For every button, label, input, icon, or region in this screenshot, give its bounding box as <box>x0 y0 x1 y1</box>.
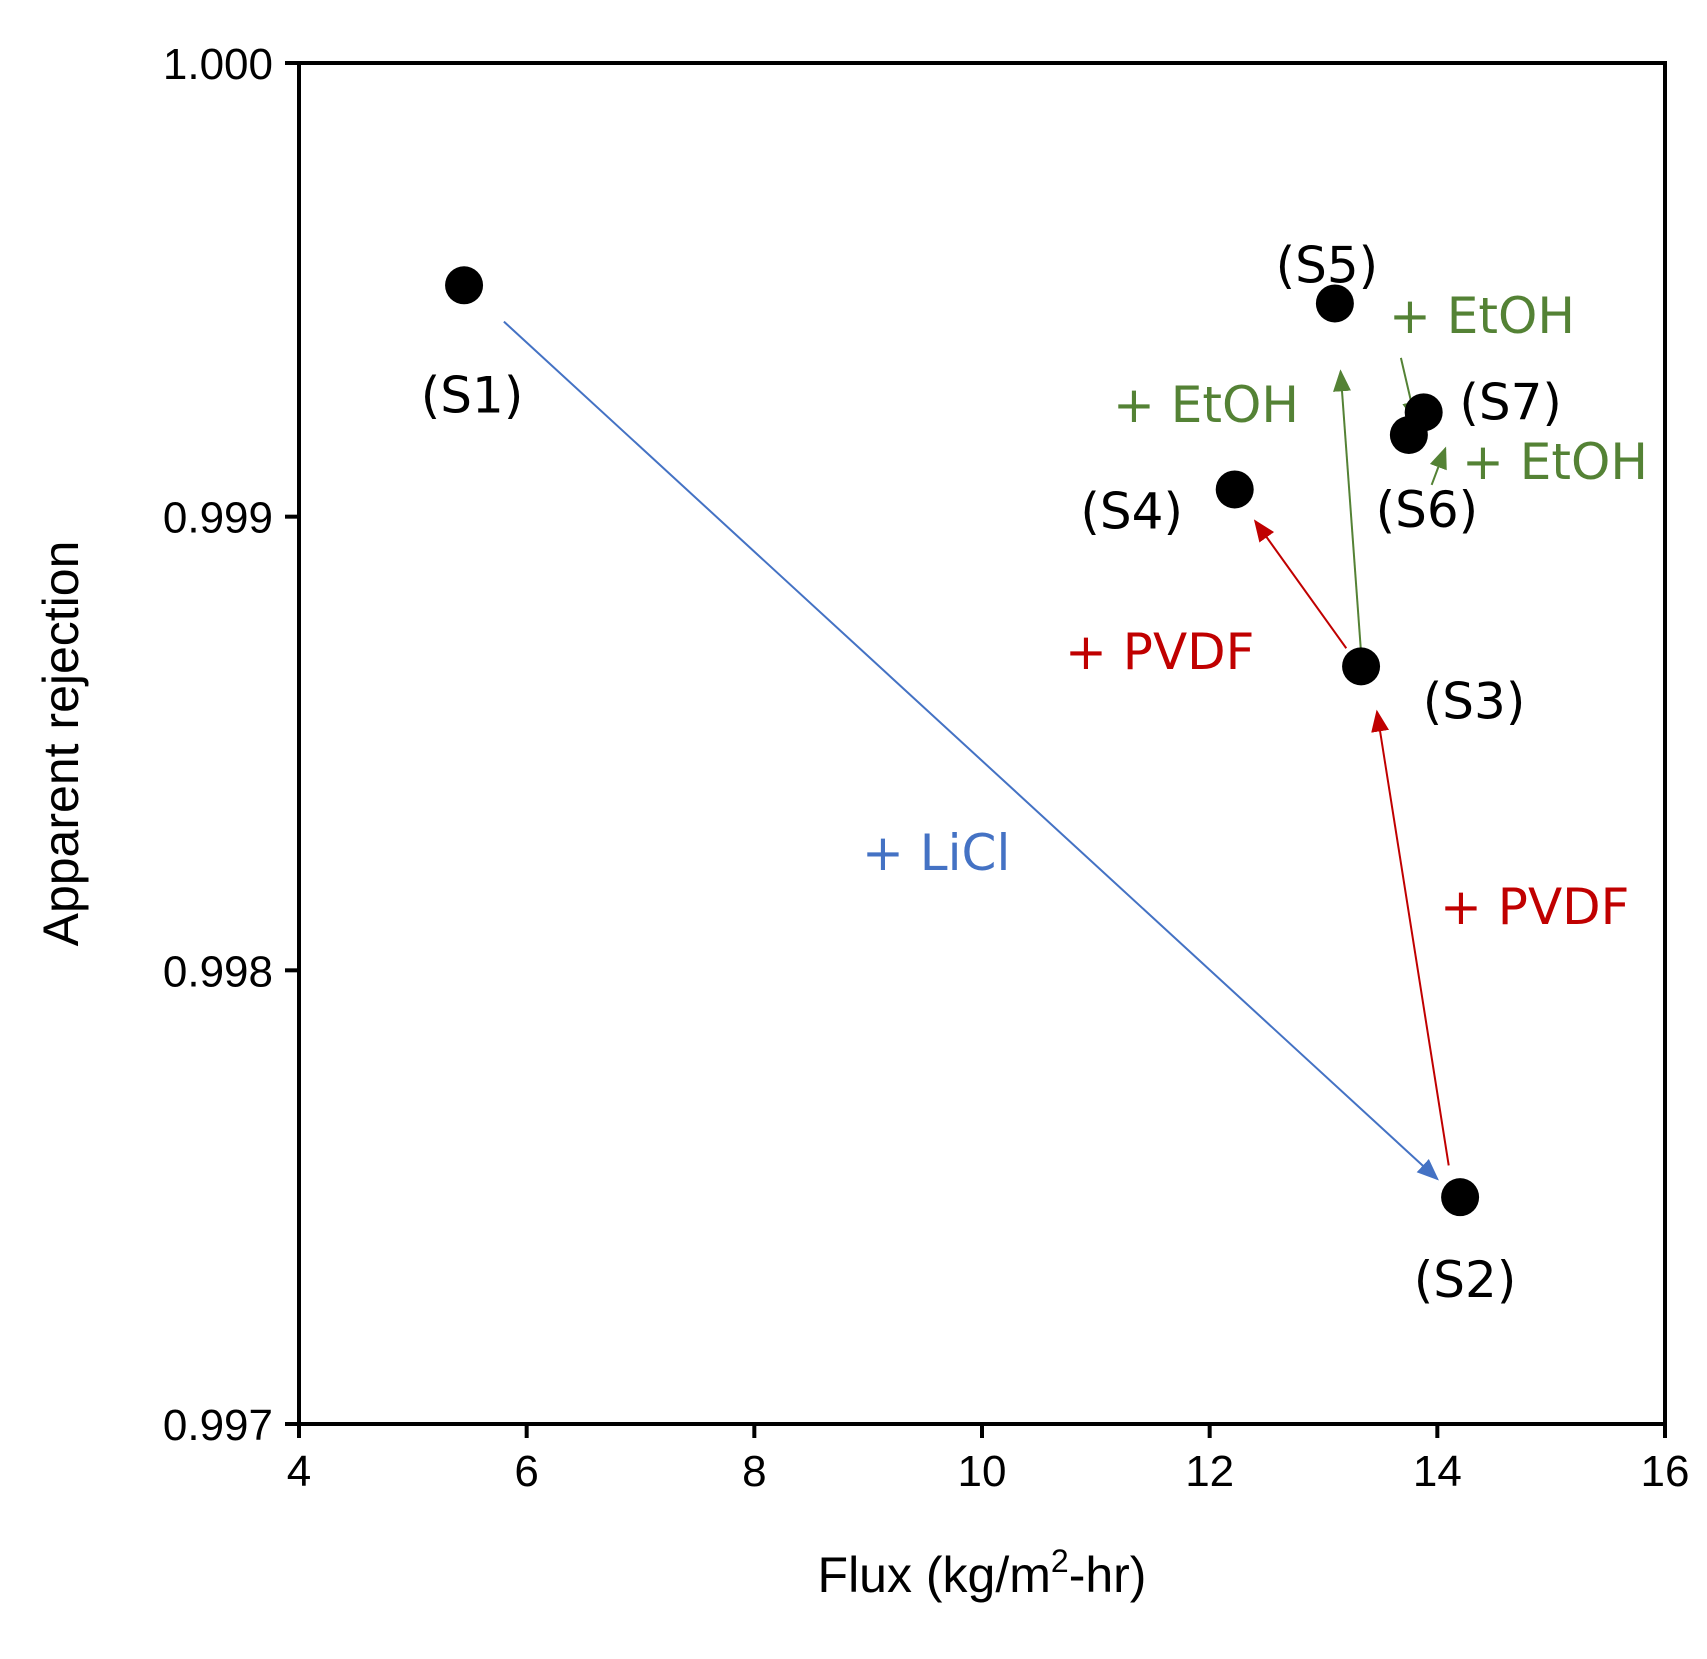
annotation-label: + LiCl <box>862 824 1010 882</box>
data-point <box>1215 470 1254 509</box>
x-tick-label: 4 <box>287 1447 311 1496</box>
data-point <box>1441 1178 1480 1217</box>
point-label: (S2) <box>1414 1251 1517 1309</box>
annotation-label: + PVDF <box>1065 623 1254 681</box>
plot-frame <box>297 61 1667 1426</box>
point-label: (S1) <box>421 366 524 424</box>
arrow-annotation <box>1429 446 1447 486</box>
x-tick-label: 14 <box>1413 1447 1462 1496</box>
arrow-annotation <box>503 320 1439 1181</box>
point-label: (S3) <box>1423 672 1526 730</box>
x-tick-label: 12 <box>1185 1447 1234 1496</box>
data-point <box>1404 393 1443 432</box>
point-label: (S7) <box>1459 373 1562 431</box>
x-axis-title: Flux (kg/m2-hr) <box>818 1543 1147 1603</box>
data-point <box>445 266 484 305</box>
annotation-label: + EtOH <box>1389 287 1575 345</box>
y-axis-title: Apparent rejection <box>33 541 89 947</box>
x-tick-label: 6 <box>514 1447 538 1496</box>
data-point <box>1315 284 1354 323</box>
x-tick-label: 16 <box>1641 1447 1690 1496</box>
annotation-label: + PVDF <box>1440 878 1629 936</box>
y-tick-label: 0.998 <box>163 947 273 996</box>
point-label: (S4) <box>1080 482 1183 540</box>
y-tick-label: 0.999 <box>163 494 273 543</box>
annotation-label: + EtOH <box>1462 433 1648 491</box>
x-tick-label: 8 <box>742 1447 766 1496</box>
arrow-annotation <box>1371 709 1450 1166</box>
annotation-label: + EtOH <box>1113 376 1299 434</box>
y-tick-label: 0.997 <box>163 1401 273 1450</box>
data-point <box>1342 647 1381 686</box>
arrow-annotation <box>1333 369 1363 653</box>
arrow-annotation <box>1253 519 1348 649</box>
y-tick-label: 1.000 <box>163 40 273 89</box>
point-label: (S6) <box>1376 481 1479 539</box>
point-label: (S5) <box>1276 236 1379 294</box>
x-tick-label: 10 <box>958 1447 1007 1496</box>
